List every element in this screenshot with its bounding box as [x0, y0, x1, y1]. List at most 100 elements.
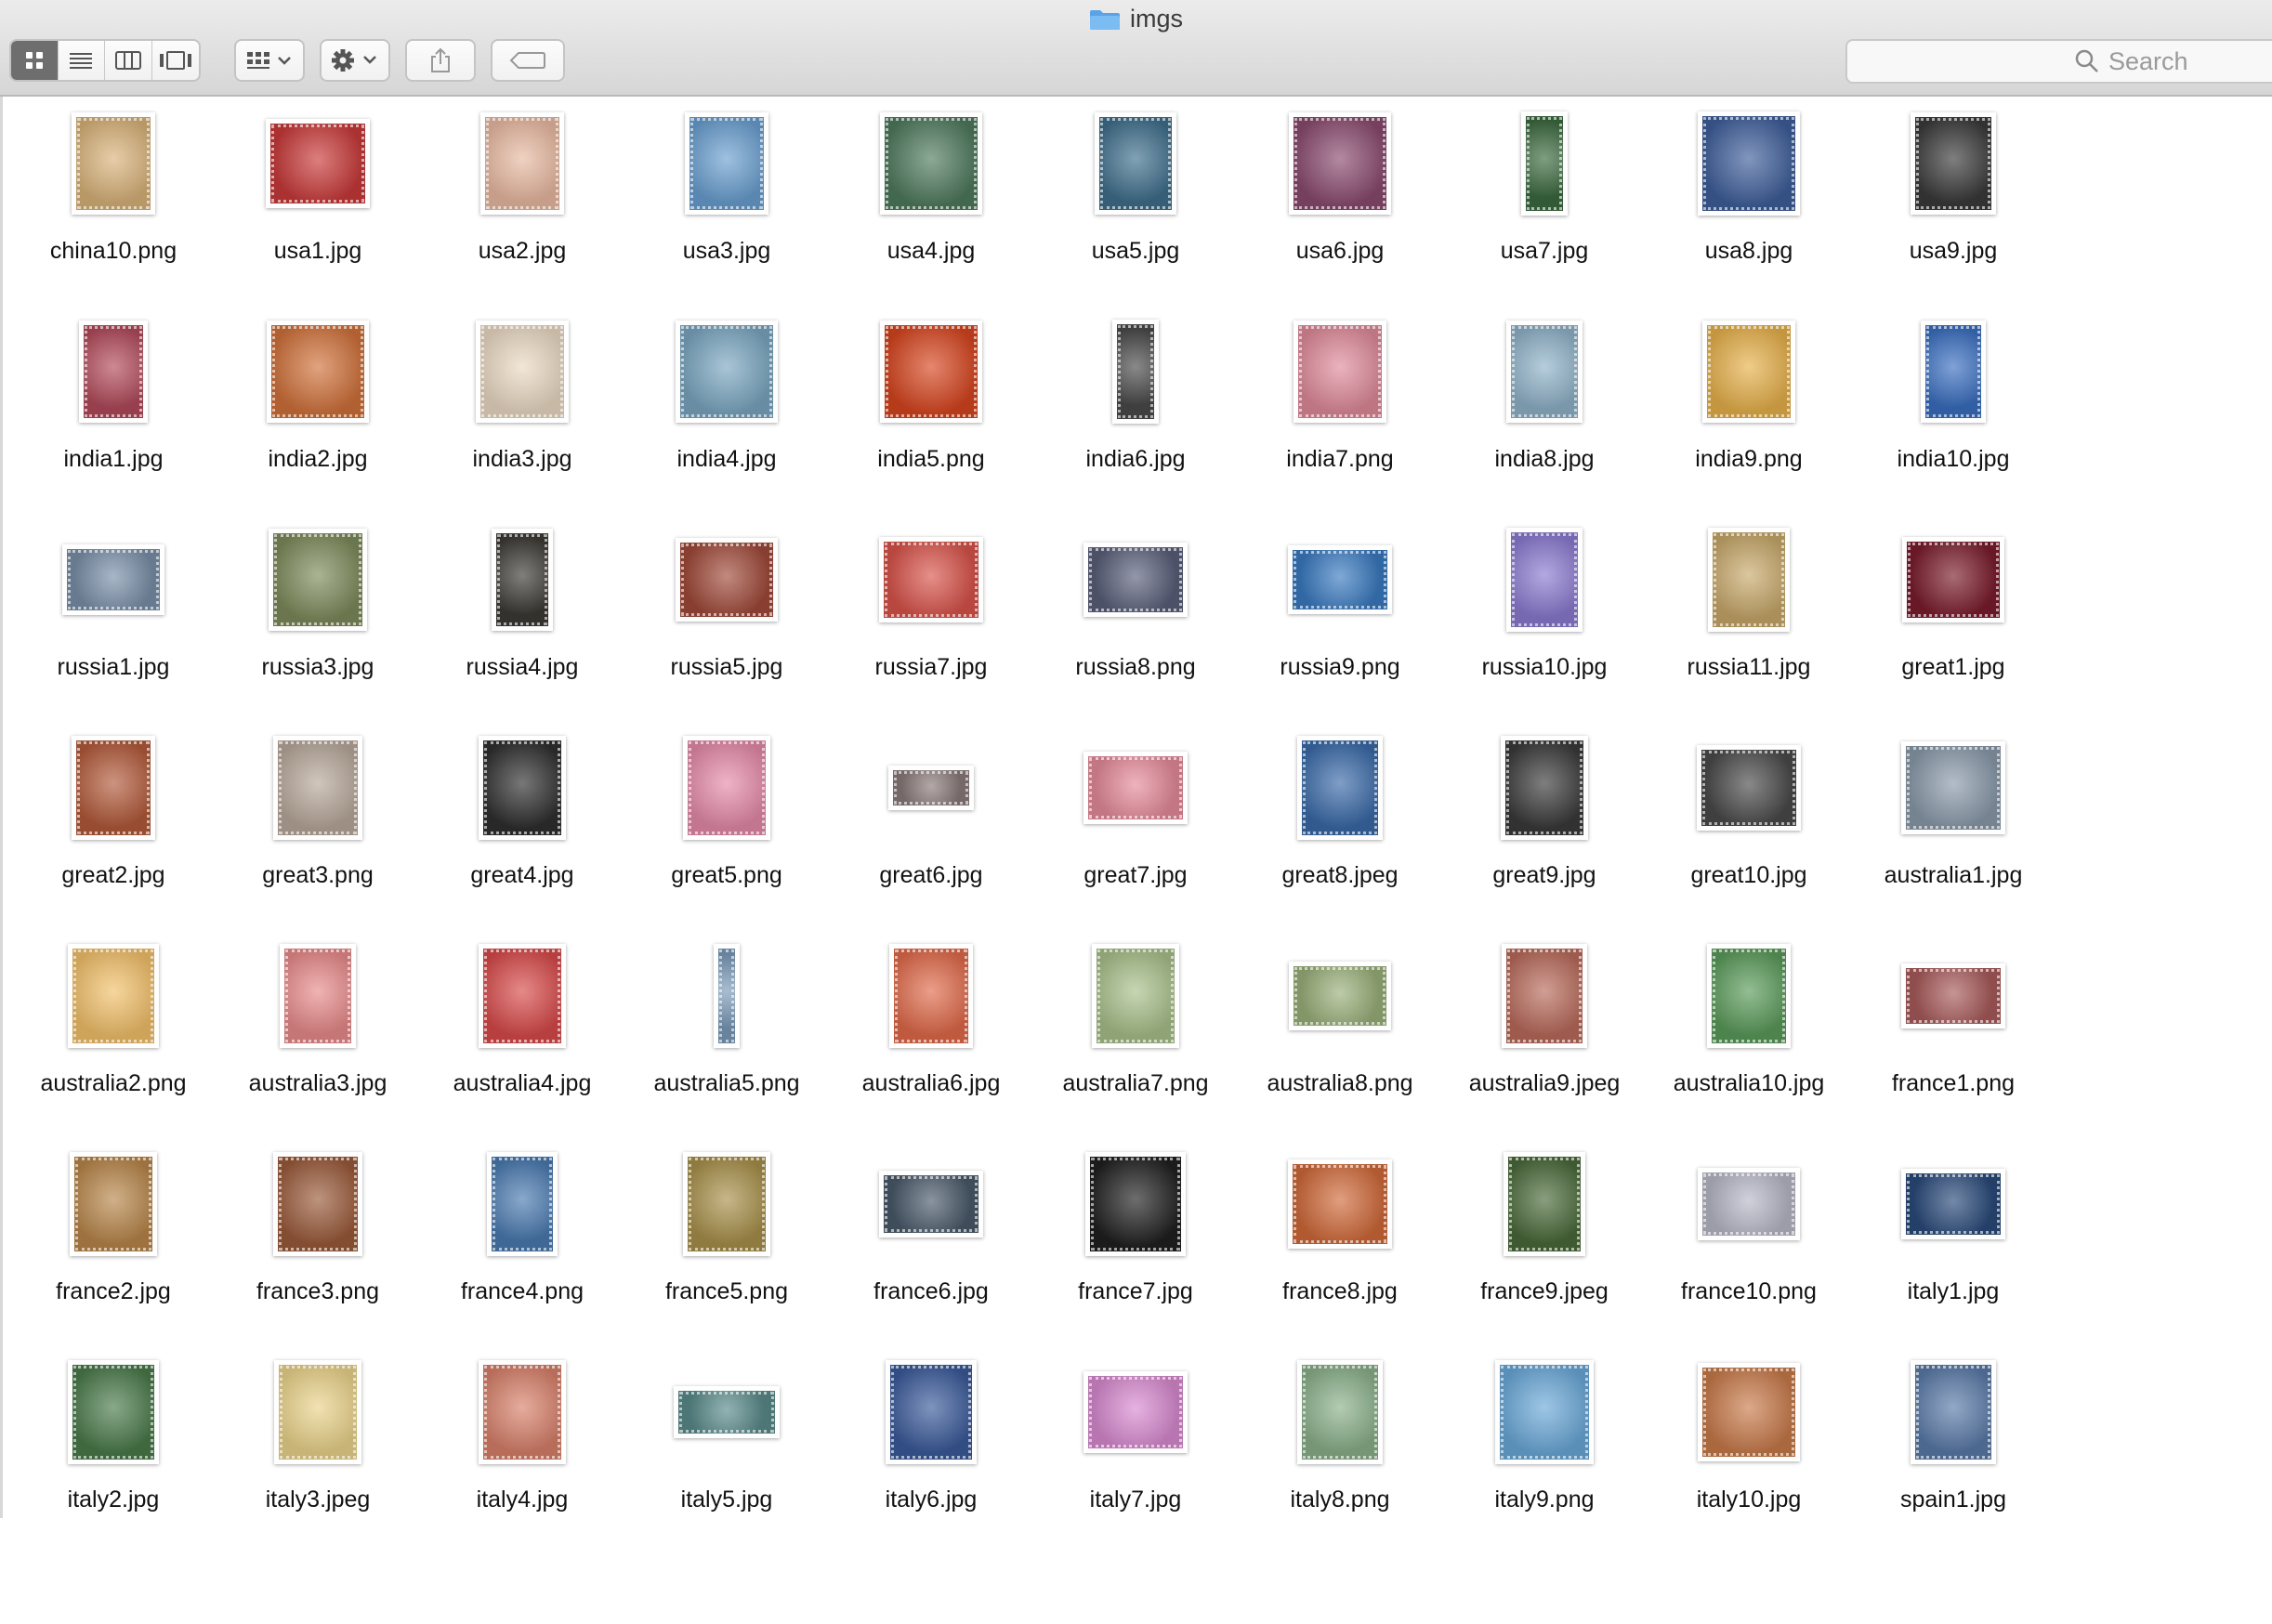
stamp-image	[718, 949, 735, 1043]
stamp-image	[894, 949, 968, 1043]
file-thumbnail[interactable]	[479, 1360, 566, 1464]
file-thumbnail[interactable]	[79, 321, 148, 423]
file-name: australia5.png	[624, 1070, 829, 1097]
file-name: india8.jpg	[1442, 446, 1647, 473]
file-thumbnail[interactable]	[1901, 741, 2005, 834]
file-thumbnail[interactable]	[886, 1360, 977, 1464]
file-thumbnail[interactable]	[1698, 111, 1800, 216]
file-thumbnail[interactable]	[1521, 111, 1568, 216]
file-thumbnail[interactable]	[1092, 944, 1179, 1048]
file-thumbnail[interactable]	[70, 1152, 157, 1256]
file-thumbnail[interactable]	[1289, 962, 1391, 1030]
file-thumbnail[interactable]	[1495, 1360, 1594, 1464]
file-item[interactable]: italy10.jpg	[1647, 1420, 1851, 1624]
file-thumbnail[interactable]	[68, 1360, 159, 1464]
stamp-image	[1511, 532, 1578, 627]
file-thumbnail[interactable]	[879, 1171, 983, 1238]
file-thumbnail[interactable]	[1506, 321, 1583, 423]
file-thumbnail[interactable]	[888, 766, 974, 810]
file-thumbnail[interactable]	[492, 529, 553, 631]
file-thumbnail[interactable]	[1921, 321, 1986, 423]
file-thumbnail[interactable]	[1911, 112, 1996, 215]
file-thumbnail[interactable]	[879, 537, 983, 622]
file-thumbnail[interactable]	[273, 736, 362, 840]
file-thumbnail[interactable]	[1707, 944, 1791, 1048]
stamp-image	[890, 1365, 972, 1460]
file-thumbnail[interactable]	[476, 321, 569, 423]
file-thumbnail[interactable]	[676, 538, 778, 622]
file-thumbnail[interactable]	[68, 944, 159, 1048]
file-thumbnail[interactable]	[266, 119, 370, 208]
file-thumbnail[interactable]	[1901, 1169, 2005, 1239]
file-thumbnail[interactable]	[1708, 528, 1790, 632]
file-thumbnail[interactable]	[267, 321, 369, 423]
file-item[interactable]: italy8.png	[1238, 1420, 1442, 1624]
stamp-image	[483, 740, 561, 835]
file-thumbnail[interactable]	[1502, 944, 1587, 1048]
file-thumbnail[interactable]	[1901, 963, 2005, 1028]
file-thumbnail[interactable]	[880, 112, 982, 215]
file-name: france9.jpeg	[1442, 1278, 1647, 1305]
file-thumbnail[interactable]	[479, 944, 566, 1048]
file-item[interactable]: italy7.jpg	[1033, 1420, 1238, 1624]
file-thumbnail[interactable]	[674, 1386, 780, 1438]
file-item[interactable]: italy5.jpg	[624, 1420, 829, 1624]
file-thumbnail[interactable]	[683, 736, 770, 840]
stamp-image	[72, 949, 154, 1043]
file-item[interactable]: france5.png	[624, 1211, 829, 1416]
file-thumbnail[interactable]	[1289, 112, 1391, 215]
file-name: italy8.png	[1238, 1486, 1442, 1513]
file-thumbnail[interactable]	[269, 529, 367, 631]
file-thumbnail[interactable]	[1083, 752, 1188, 824]
file-thumbnail[interactable]	[1702, 321, 1795, 423]
file-thumbnail[interactable]	[480, 112, 564, 215]
file-item[interactable]: italy4.jpg	[420, 1420, 624, 1624]
file-item[interactable]: italy6.jpg	[829, 1420, 1033, 1624]
file-thumbnail[interactable]	[1698, 1168, 1800, 1240]
file-thumbnail[interactable]	[487, 1152, 558, 1256]
file-thumbnail[interactable]	[1085, 1152, 1186, 1256]
file-thumbnail[interactable]	[889, 944, 973, 1048]
file-thumbnail[interactable]	[1288, 1159, 1392, 1249]
file-name: italy9.png	[1442, 1486, 1647, 1513]
file-thumbnail[interactable]	[1902, 537, 2004, 622]
file-thumbnail[interactable]	[676, 321, 778, 423]
file-thumbnail[interactable]	[1911, 1360, 1996, 1464]
stamp-image	[1511, 325, 1578, 418]
file-thumbnail[interactable]	[1112, 320, 1159, 424]
file-thumbnail[interactable]	[1083, 543, 1188, 617]
file-thumbnail[interactable]	[62, 544, 164, 615]
file-name: australia6.jpg	[829, 1070, 1033, 1097]
file-thumbnail[interactable]	[1297, 736, 1383, 840]
file-thumbnail[interactable]	[1501, 736, 1588, 840]
file-item[interactable]: spain1.jpg	[1851, 1420, 2055, 1624]
file-thumbnail[interactable]	[1506, 528, 1583, 632]
file-thumbnail[interactable]	[1294, 321, 1386, 423]
file-thumbnail[interactable]	[1698, 1363, 1800, 1461]
file-thumbnail[interactable]	[714, 944, 740, 1048]
file-thumbnail[interactable]	[1297, 1360, 1383, 1464]
file-thumbnail[interactable]	[280, 944, 356, 1048]
file-thumbnail[interactable]	[685, 112, 768, 215]
file-thumbnail[interactable]	[479, 736, 566, 840]
file-thumbnail[interactable]	[72, 112, 155, 215]
file-name: spain1.jpg	[1851, 1486, 2055, 1513]
file-item[interactable]: italy2.jpg	[11, 1420, 216, 1624]
file-name: italy5.jpg	[624, 1486, 829, 1513]
file-thumbnail[interactable]	[273, 1152, 362, 1256]
file-thumbnail[interactable]	[1095, 112, 1176, 215]
file-item[interactable]: italy3.jpeg	[216, 1420, 420, 1624]
file-thumbnail[interactable]	[1697, 745, 1801, 831]
file-thumbnail[interactable]	[274, 1360, 361, 1464]
file-thumbnail[interactable]	[1083, 1371, 1188, 1453]
stamp-image	[485, 117, 559, 210]
file-thumbnail[interactable]	[72, 736, 155, 840]
file-item[interactable]: italy9.png	[1442, 1420, 1647, 1624]
file-thumbnail[interactable]	[1288, 545, 1392, 614]
file-thumbnail[interactable]	[880, 321, 982, 423]
file-thumbnail[interactable]	[683, 1152, 770, 1256]
file-item[interactable]: russia7.jpg	[829, 587, 1033, 792]
stamp-image	[1506, 949, 1583, 1043]
stamp-image	[1702, 1368, 1795, 1457]
file-thumbnail[interactable]	[1504, 1152, 1585, 1256]
